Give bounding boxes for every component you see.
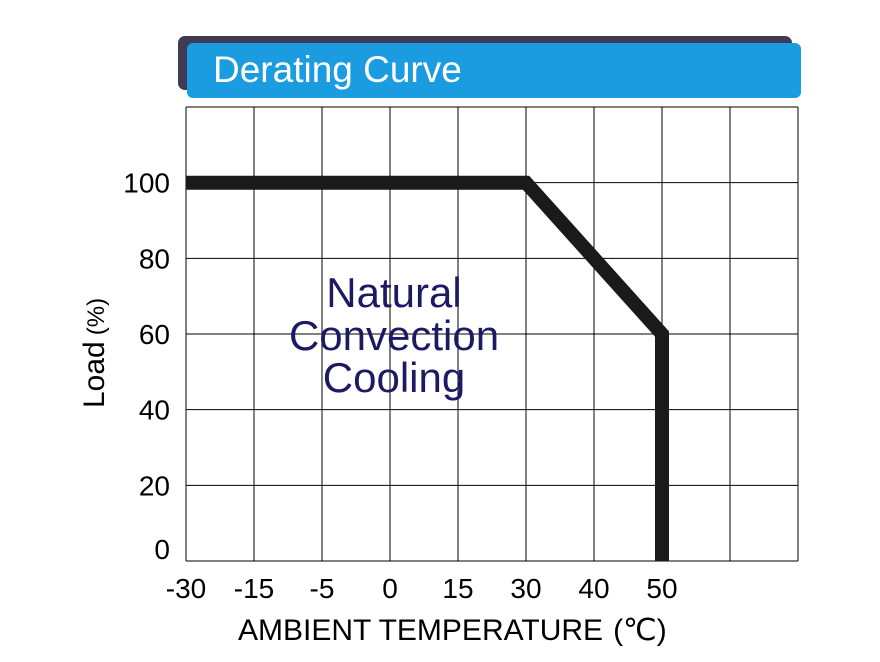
y-axis-label: Load (%) xyxy=(78,298,111,408)
y-axis-label-text: Load xyxy=(78,341,111,408)
curve-layer xyxy=(186,175,669,561)
derating-curve xyxy=(186,175,669,561)
x-tick-label: -5 xyxy=(310,573,335,604)
x-axis-label-text: AMBIENT TEMPERATURE xyxy=(238,614,603,647)
x-axis-unit: (℃) xyxy=(613,614,667,647)
y-tick-label: 60 xyxy=(139,319,170,350)
x-tick-label: 15 xyxy=(442,573,473,604)
y-axis-unit: (%) xyxy=(83,298,110,335)
x-tick-label: 30 xyxy=(510,573,541,604)
y-tick-label: 80 xyxy=(139,243,170,274)
x-tick-labels: -30 -15 -5 0 15 30 40 50 xyxy=(166,573,678,604)
y-tick-label: 100 xyxy=(123,168,170,199)
y-tick-label: 40 xyxy=(139,395,170,426)
title-bar xyxy=(187,43,801,98)
x-tick-label: -30 xyxy=(166,573,206,604)
annotation-line: Natural xyxy=(326,269,461,316)
x-tick-label: -15 xyxy=(234,573,274,604)
x-axis-label: AMBIENT TEMPERATURE (℃) xyxy=(238,614,667,647)
y-tick-label: 20 xyxy=(139,470,170,501)
y-tick-label: 0 xyxy=(154,534,170,565)
chart-title: Derating Curve xyxy=(213,49,462,90)
annotation-line: Convection xyxy=(289,312,499,359)
x-tick-label: 0 xyxy=(382,573,398,604)
annotation-line: Cooling xyxy=(323,354,465,401)
y-tick-labels: 0 20 40 60 80 100 xyxy=(123,168,170,565)
x-tick-label: 40 xyxy=(578,573,609,604)
x-tick-label: 50 xyxy=(646,573,677,604)
